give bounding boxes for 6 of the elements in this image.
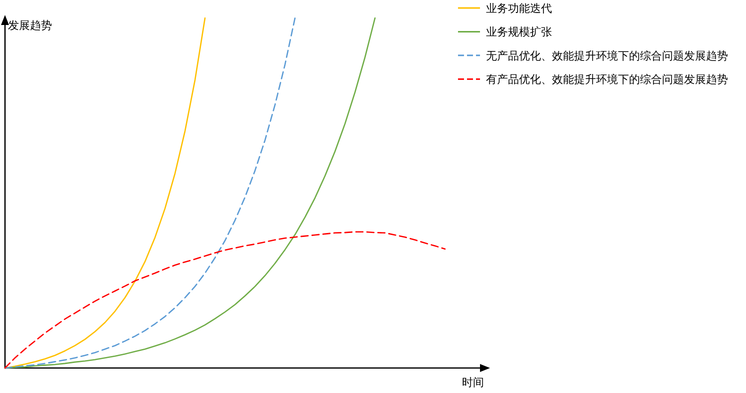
legend-label: 无产品优化、效能提升环境下的综合问题发展趋势 — [486, 49, 728, 62]
y-axis-title: 发展趋势 — [8, 19, 52, 32]
legend-label: 有产品优化、效能提升环境下的综合问题发展趋势 — [486, 73, 728, 86]
legend-label: 业务规模扩张 — [486, 26, 552, 39]
legend-label: 业务功能迭代 — [486, 2, 552, 15]
x-axis-title: 时间 — [462, 376, 484, 389]
